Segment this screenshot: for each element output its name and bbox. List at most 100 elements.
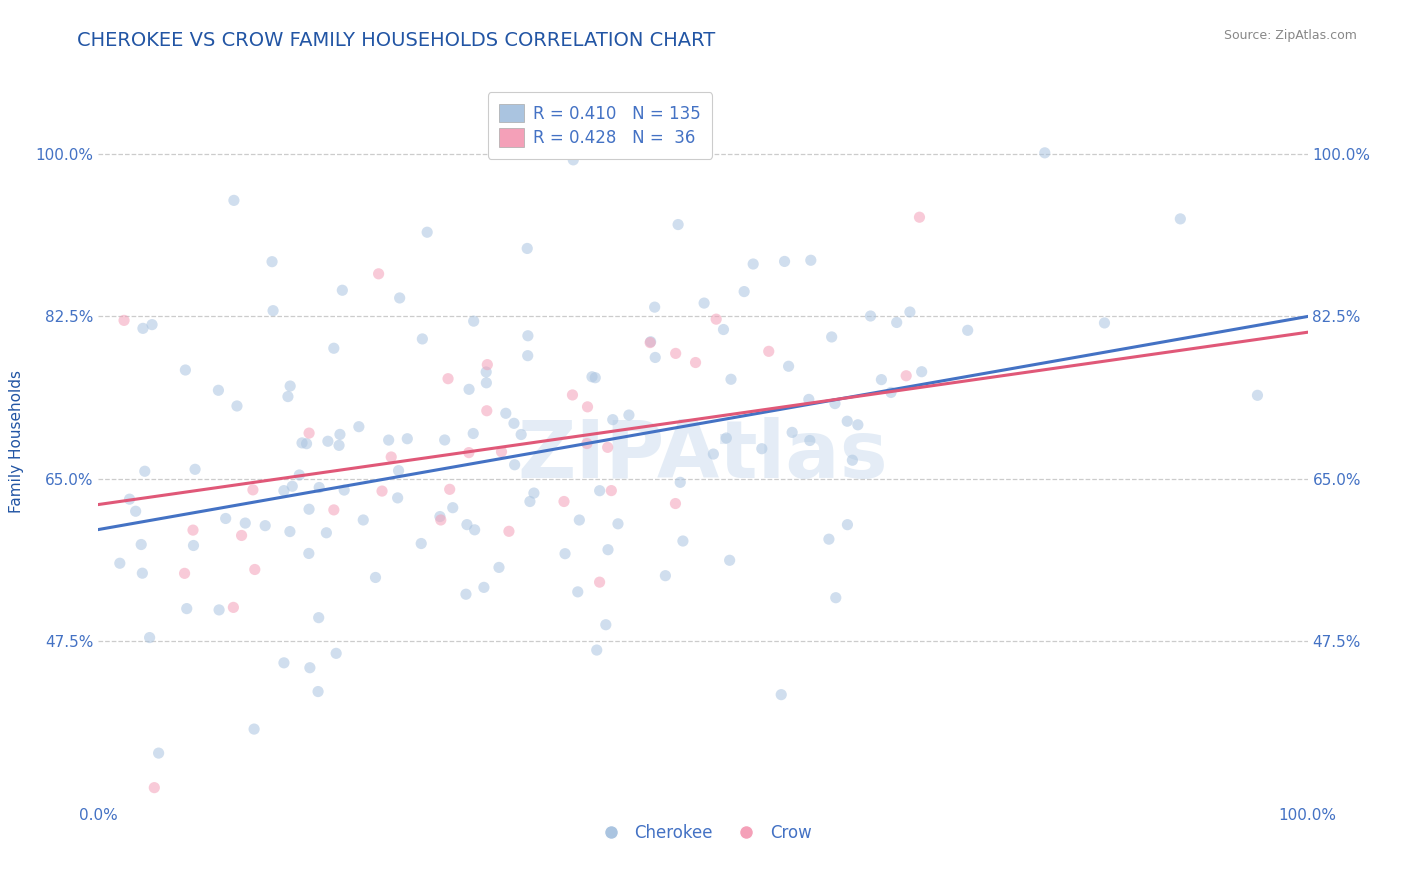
Point <box>322 503 344 517</box>
Point <box>607 516 630 531</box>
Point <box>333 483 356 497</box>
Point <box>454 587 477 601</box>
Point <box>837 517 859 532</box>
Point <box>262 303 284 318</box>
Point <box>638 335 661 350</box>
Point <box>644 351 666 365</box>
Point <box>644 300 666 314</box>
Point <box>463 314 485 328</box>
Point <box>371 484 394 499</box>
Point <box>576 400 599 414</box>
Point <box>298 546 321 560</box>
Point <box>1033 145 1056 160</box>
Point <box>491 444 513 458</box>
Point <box>226 399 249 413</box>
Point <box>685 355 707 369</box>
Point <box>797 392 820 407</box>
Point <box>347 419 370 434</box>
Point <box>472 580 495 594</box>
Point <box>173 566 195 581</box>
Point <box>278 379 301 393</box>
Point <box>243 562 266 576</box>
Point <box>841 453 863 467</box>
Point <box>352 513 374 527</box>
Point <box>439 483 461 497</box>
Point <box>273 483 295 498</box>
Point <box>183 539 205 553</box>
Point <box>112 313 135 327</box>
Point <box>821 330 844 344</box>
Point <box>898 305 921 319</box>
Point <box>108 556 131 570</box>
Point <box>562 153 585 167</box>
Point <box>242 483 264 497</box>
Point <box>411 536 433 550</box>
Point <box>824 591 846 605</box>
Point <box>596 441 619 455</box>
Point <box>498 524 520 539</box>
Text: Source: ZipAtlas.com: Source: ZipAtlas.com <box>1223 29 1357 42</box>
Point <box>672 534 695 549</box>
Point <box>553 494 575 508</box>
Point <box>588 575 610 590</box>
Point <box>380 450 402 464</box>
Text: CHEROKEE VS CROW FAMILY HOUSEHOLDS CORRELATION CHART: CHEROKEE VS CROW FAMILY HOUSEHOLDS CORRE… <box>77 31 716 50</box>
Point <box>143 780 166 795</box>
Point <box>664 497 686 511</box>
Point <box>308 481 330 495</box>
Point <box>1168 211 1191 226</box>
Point <box>665 346 688 360</box>
Point <box>430 513 453 527</box>
Point <box>666 218 689 232</box>
Point <box>174 363 197 377</box>
Point <box>129 537 152 551</box>
Point <box>277 390 299 404</box>
Point <box>488 560 510 574</box>
Point <box>773 254 796 268</box>
Point <box>207 384 229 398</box>
Point <box>846 417 869 432</box>
Point <box>315 525 337 540</box>
Point <box>377 433 399 447</box>
Point <box>325 646 347 660</box>
Point <box>870 373 893 387</box>
Point <box>713 322 735 336</box>
Point <box>243 722 266 736</box>
Point <box>387 491 409 505</box>
Point <box>896 368 918 383</box>
Point <box>567 585 589 599</box>
Point <box>733 285 755 299</box>
Point <box>704 312 727 326</box>
Point <box>260 254 283 268</box>
Point <box>600 483 623 498</box>
Point <box>416 225 439 239</box>
Point <box>503 458 526 472</box>
Point <box>131 566 153 581</box>
Point <box>288 467 311 482</box>
Point <box>132 321 155 335</box>
Point <box>307 684 329 698</box>
Point <box>278 524 301 539</box>
Text: ZIPAtlas: ZIPAtlas <box>517 417 889 495</box>
Legend: Cherokee, Crow: Cherokee, Crow <box>588 817 818 848</box>
Point <box>1094 316 1116 330</box>
Point <box>231 528 253 542</box>
Point <box>516 349 538 363</box>
Point <box>215 511 238 525</box>
Point <box>956 323 979 337</box>
Point <box>575 436 598 450</box>
Point <box>124 504 146 518</box>
Point <box>222 194 245 208</box>
Point <box>437 372 460 386</box>
Point <box>742 257 765 271</box>
Point <box>281 479 304 493</box>
Point <box>568 513 591 527</box>
Point <box>329 427 352 442</box>
Point <box>693 296 716 310</box>
Point <box>596 542 619 557</box>
Point <box>322 341 344 355</box>
Point <box>429 509 451 524</box>
Point <box>254 518 277 533</box>
Point <box>433 433 456 447</box>
Point <box>148 746 170 760</box>
